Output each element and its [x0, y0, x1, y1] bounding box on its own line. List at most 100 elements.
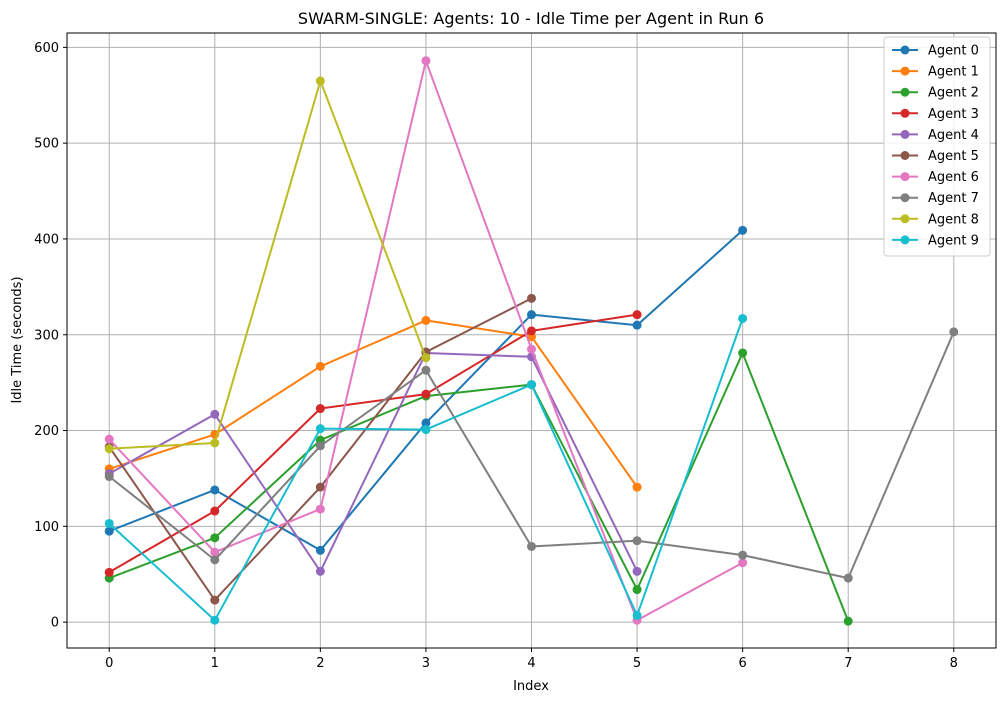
data-point	[315, 441, 325, 451]
data-point	[210, 555, 220, 565]
data-point	[527, 541, 536, 551]
legend-item: Agent 3	[892, 107, 979, 122]
legend-label: Agent 9	[928, 233, 979, 248]
series-agent-8	[104, 76, 431, 454]
series-agent-1	[104, 315, 642, 492]
y-tick-label: 100	[34, 520, 59, 535]
legend-marker	[900, 214, 910, 224]
data-point	[104, 518, 114, 528]
data-point	[421, 425, 431, 435]
legend-item: Agent 7	[892, 191, 979, 206]
legend-item: Agent 6	[892, 170, 979, 185]
x-tick-label: 6	[738, 656, 746, 671]
data-point	[527, 293, 536, 303]
data-point	[315, 566, 325, 576]
legend-marker	[900, 129, 910, 139]
legend-item: Agent 9	[892, 233, 979, 248]
data-point	[210, 547, 220, 557]
x-tick-label: 1	[211, 656, 219, 671]
legend-marker	[900, 66, 910, 76]
legend-label: Agent 8	[928, 212, 979, 227]
data-point	[421, 389, 431, 399]
legend-label: Agent 1	[928, 65, 979, 80]
data-point	[210, 506, 220, 516]
legend-label: Agent 0	[928, 44, 979, 59]
data-point	[632, 585, 642, 595]
legend-marker	[900, 172, 910, 182]
data-point	[738, 348, 748, 358]
legend-label: Agent 7	[928, 191, 979, 206]
legend-label: Agent 2	[928, 86, 979, 101]
legend-marker	[900, 45, 910, 55]
data-point	[843, 616, 853, 626]
data-point	[632, 320, 642, 330]
series-line	[108, 319, 638, 488]
data-point	[632, 482, 642, 492]
series-line	[108, 352, 850, 622]
data-point	[527, 344, 536, 354]
y-tick-label: 600	[34, 41, 59, 56]
data-point	[104, 472, 114, 482]
legend-item: Agent 0	[892, 44, 979, 59]
data-point	[315, 424, 325, 434]
series-layer	[104, 56, 959, 626]
data-point	[315, 545, 325, 555]
series-agent-7	[104, 327, 959, 583]
series-line	[108, 313, 638, 574]
data-point	[210, 533, 220, 543]
x-tick-label: 3	[422, 656, 430, 671]
y-tick-label: 400	[34, 232, 59, 247]
legend-label: Agent 4	[928, 128, 979, 143]
data-point	[738, 558, 748, 568]
data-point	[210, 615, 220, 625]
legend-marker	[900, 151, 910, 160]
data-point	[104, 526, 114, 536]
data-point	[421, 56, 431, 66]
y-tick-label: 0	[51, 616, 59, 631]
chart-title: SWARM-SINGLE: Agents: 10 - Idle Time per…	[298, 9, 764, 28]
series-agent-3	[104, 310, 642, 577]
data-point	[843, 573, 853, 583]
data-point	[315, 76, 325, 86]
data-point	[949, 327, 959, 337]
data-point	[421, 418, 431, 428]
legend-marker	[900, 108, 910, 118]
legend-label: Agent 3	[928, 107, 979, 122]
data-point	[104, 567, 114, 577]
y-tick-label: 300	[34, 328, 59, 343]
data-point	[210, 485, 220, 495]
legend-marker	[900, 193, 910, 203]
data-point	[421, 365, 431, 375]
data-point	[104, 444, 114, 454]
legend-label: Agent 5	[928, 149, 979, 164]
series-agent-9	[104, 313, 748, 625]
data-point	[632, 310, 642, 320]
data-point	[632, 536, 642, 546]
data-point	[527, 326, 536, 336]
data-point	[104, 434, 114, 444]
data-point	[315, 361, 325, 371]
legend-item: Agent 8	[892, 212, 979, 227]
data-point	[527, 380, 536, 390]
legend-item: Agent 2	[892, 86, 979, 101]
series-line	[109, 79, 427, 450]
legend-item: Agent 4	[892, 128, 979, 143]
series-agent-0	[104, 225, 748, 555]
data-point	[315, 404, 325, 414]
x-tick-label: 5	[633, 656, 641, 671]
data-point	[315, 504, 325, 514]
x-tick-label: 7	[844, 656, 852, 671]
y-tick-label: 500	[34, 137, 59, 152]
x-tick-label: 4	[527, 656, 535, 671]
legend-item: Agent 1	[892, 65, 979, 80]
data-point	[632, 566, 642, 576]
ticks: 0 1 2 3 4 5 6 7 8 0 100 200 300 400 500 600	[34, 41, 958, 671]
x-tick-label: 2	[316, 656, 324, 671]
data-point	[738, 550, 748, 560]
data-point	[632, 610, 642, 620]
data-point	[315, 482, 325, 492]
data-point	[527, 310, 536, 320]
data-point	[210, 595, 220, 605]
